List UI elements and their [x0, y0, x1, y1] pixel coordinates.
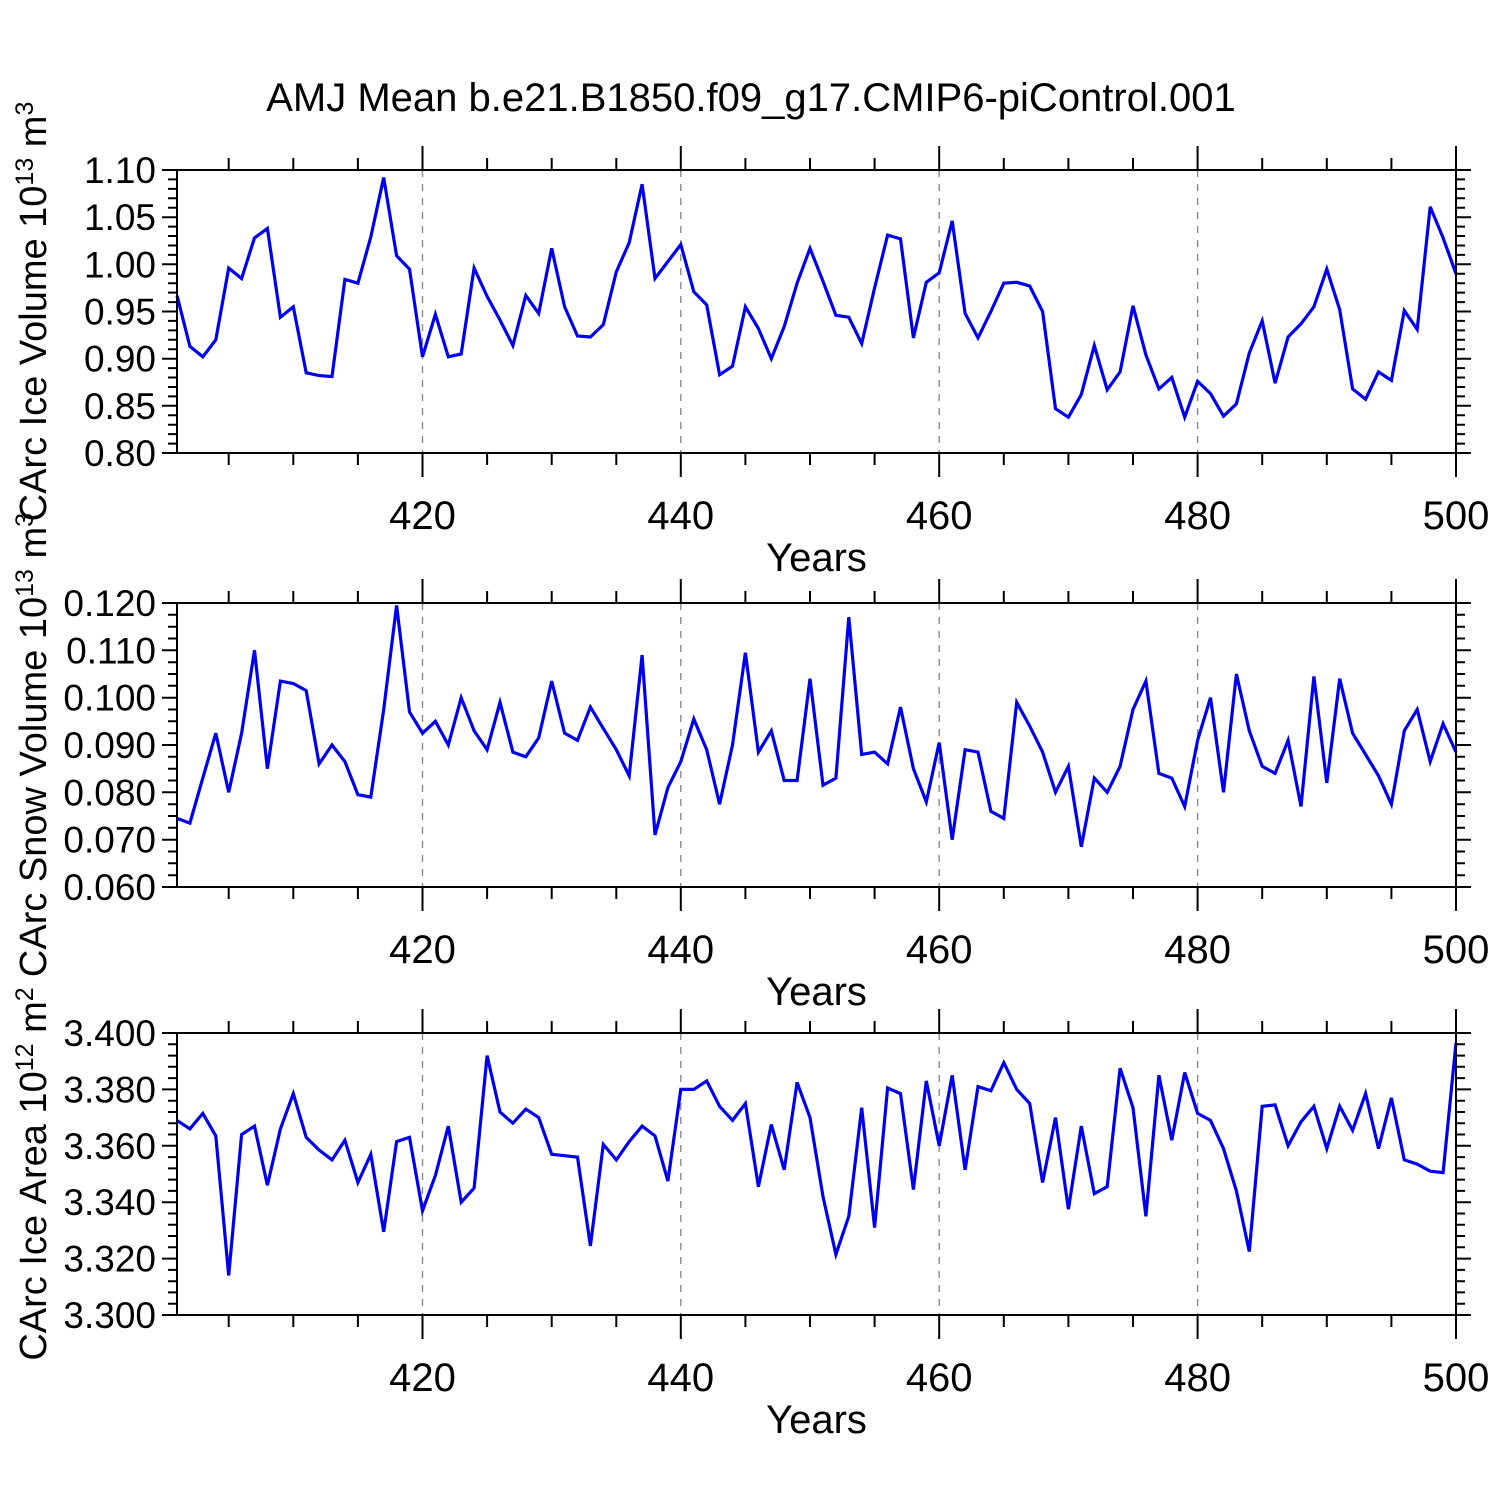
- snow-volume-y-tick-label: 0.110: [66, 630, 156, 671]
- ice-area-y-tick-label: 3.340: [63, 1182, 156, 1223]
- ice-volume-y-tick-label: 1.00: [84, 244, 156, 285]
- snow-volume-y-tick-label: 0.080: [63, 772, 156, 813]
- ice-volume-frame: [176, 169, 1457, 454]
- snow-volume-line: [176, 605, 1458, 848]
- snow-volume-x-tick-label: 480: [1164, 928, 1231, 972]
- snow-volume-ticks: [162, 579, 1471, 911]
- ice-volume-ticks: [162, 146, 1471, 477]
- ice-area-x-tick-label: 480: [1164, 1356, 1231, 1400]
- ice-area-x-tick-label: 440: [647, 1356, 714, 1400]
- ice-area-x-tick-label: 420: [389, 1356, 456, 1400]
- ice-volume-line: [175, 177, 1458, 423]
- ice-area-y-axis-title: CArc Ice Area 1012 m2: [11, 987, 55, 1360]
- snow-volume-x-tick-label: 500: [1423, 928, 1490, 972]
- snow-volume-y-tick-label: 0.060: [63, 867, 156, 908]
- snow-volume-y-axis-title: CArc Snow Volume 1013 m3: [11, 513, 55, 977]
- ice-volume-y-axis-title: CArc Ice Volume 1013 m3: [11, 102, 55, 522]
- ice-volume-y-tick-label: 0.80: [84, 433, 156, 474]
- ice-volume-x-tick-label: 460: [906, 494, 973, 538]
- snow-volume-x-tick-label: 440: [647, 928, 714, 972]
- ice-area-y-tick-label: 3.380: [63, 1069, 156, 1110]
- ice-volume-x-tick-label: 440: [647, 494, 714, 538]
- snow-volume-x-tick-label: 460: [906, 928, 973, 972]
- ice-volume-x-tick-label: 500: [1423, 494, 1490, 538]
- snow-volume-y-tick-label: 0.120: [63, 583, 156, 624]
- ice-volume-y-tick-label: 1.10: [84, 150, 156, 191]
- snow-volume-y-tick-label: 0.070: [63, 820, 156, 861]
- ice-area-y-tick-label: 3.320: [63, 1239, 156, 1280]
- ice-area-ticks: [162, 1009, 1471, 1339]
- ice-volume-y-tick-label: 0.95: [84, 292, 156, 333]
- main-title: AMJ Mean b.e21.B1850.f09_g17.CMIP6-piCon…: [266, 76, 1236, 120]
- ice-area-x-tick-label: 500: [1423, 1356, 1490, 1400]
- ice-volume-y-tick-label: 0.90: [84, 339, 156, 380]
- snow-volume-x-axis-title: Years: [766, 970, 867, 1014]
- ice-volume-y-tick-label: 1.05: [84, 197, 156, 238]
- ice-area-y-tick-label: 3.400: [63, 1013, 156, 1054]
- ice-volume-x-tick-label: 420: [389, 494, 456, 538]
- snow-volume-y-tick-label: 0.100: [63, 678, 156, 719]
- ice-area-y-tick-label: 3.300: [63, 1295, 156, 1336]
- ice-area-x-tick-label: 460: [906, 1356, 973, 1400]
- snow-volume-x-tick-label: 420: [389, 928, 456, 972]
- ice-volume-x-tick-label: 480: [1164, 494, 1231, 538]
- ice-area-line: [176, 1042, 1458, 1276]
- ice-volume-x-axis-title: Years: [766, 536, 867, 580]
- ice-area-y-tick-label: 3.360: [63, 1126, 156, 1167]
- ice-volume-y-tick-label: 0.85: [84, 386, 156, 427]
- ice-area-frame: [176, 1032, 1457, 1316]
- snow-volume-y-tick-label: 0.090: [63, 725, 156, 766]
- ice-area-x-axis-title: Years: [766, 1398, 867, 1442]
